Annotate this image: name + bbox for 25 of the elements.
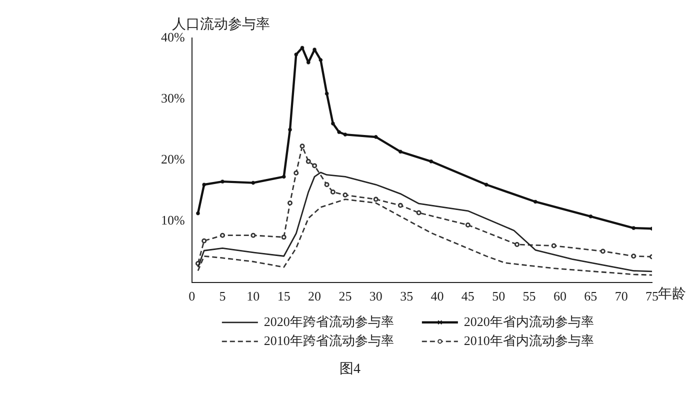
x-tick-label: 10 xyxy=(246,288,260,304)
x-tick-label: 65 xyxy=(584,288,598,304)
x-tick-label: 40 xyxy=(430,288,444,304)
x-tick-label: 60 xyxy=(553,288,566,304)
x-tick-label: 50 xyxy=(492,288,506,304)
legend-label: 2020年跨省流动参与率 xyxy=(264,314,394,329)
x-tick-label: 5 xyxy=(219,288,226,304)
x-tick-label: 20 xyxy=(308,288,322,304)
x-tick-label: 55 xyxy=(522,288,536,304)
x-tick-label: 45 xyxy=(461,288,474,304)
caption: 图4 xyxy=(338,361,362,378)
x-tick-label: 70 xyxy=(614,288,628,304)
x-tick-label: 0 xyxy=(188,288,196,304)
y-tick-label: 20% xyxy=(160,152,185,167)
legend-label: 2010年跨省流动参与率 xyxy=(264,332,394,348)
y-tick-label: 10% xyxy=(160,212,185,228)
legend-label: 2010年省内流动参与率 xyxy=(464,332,594,348)
x-axis-title: 年龄 xyxy=(658,286,686,302)
x-tick-label: 75 xyxy=(646,288,658,304)
x-tick-label: 15 xyxy=(277,288,290,304)
y-tick-label: 30% xyxy=(160,90,185,106)
x-tick-label: 25 xyxy=(338,288,352,304)
x-tick-label: 35 xyxy=(400,288,414,304)
legend-label: 2020年省内流动参与率 xyxy=(464,314,594,329)
x-tick-label: 30 xyxy=(369,288,382,304)
